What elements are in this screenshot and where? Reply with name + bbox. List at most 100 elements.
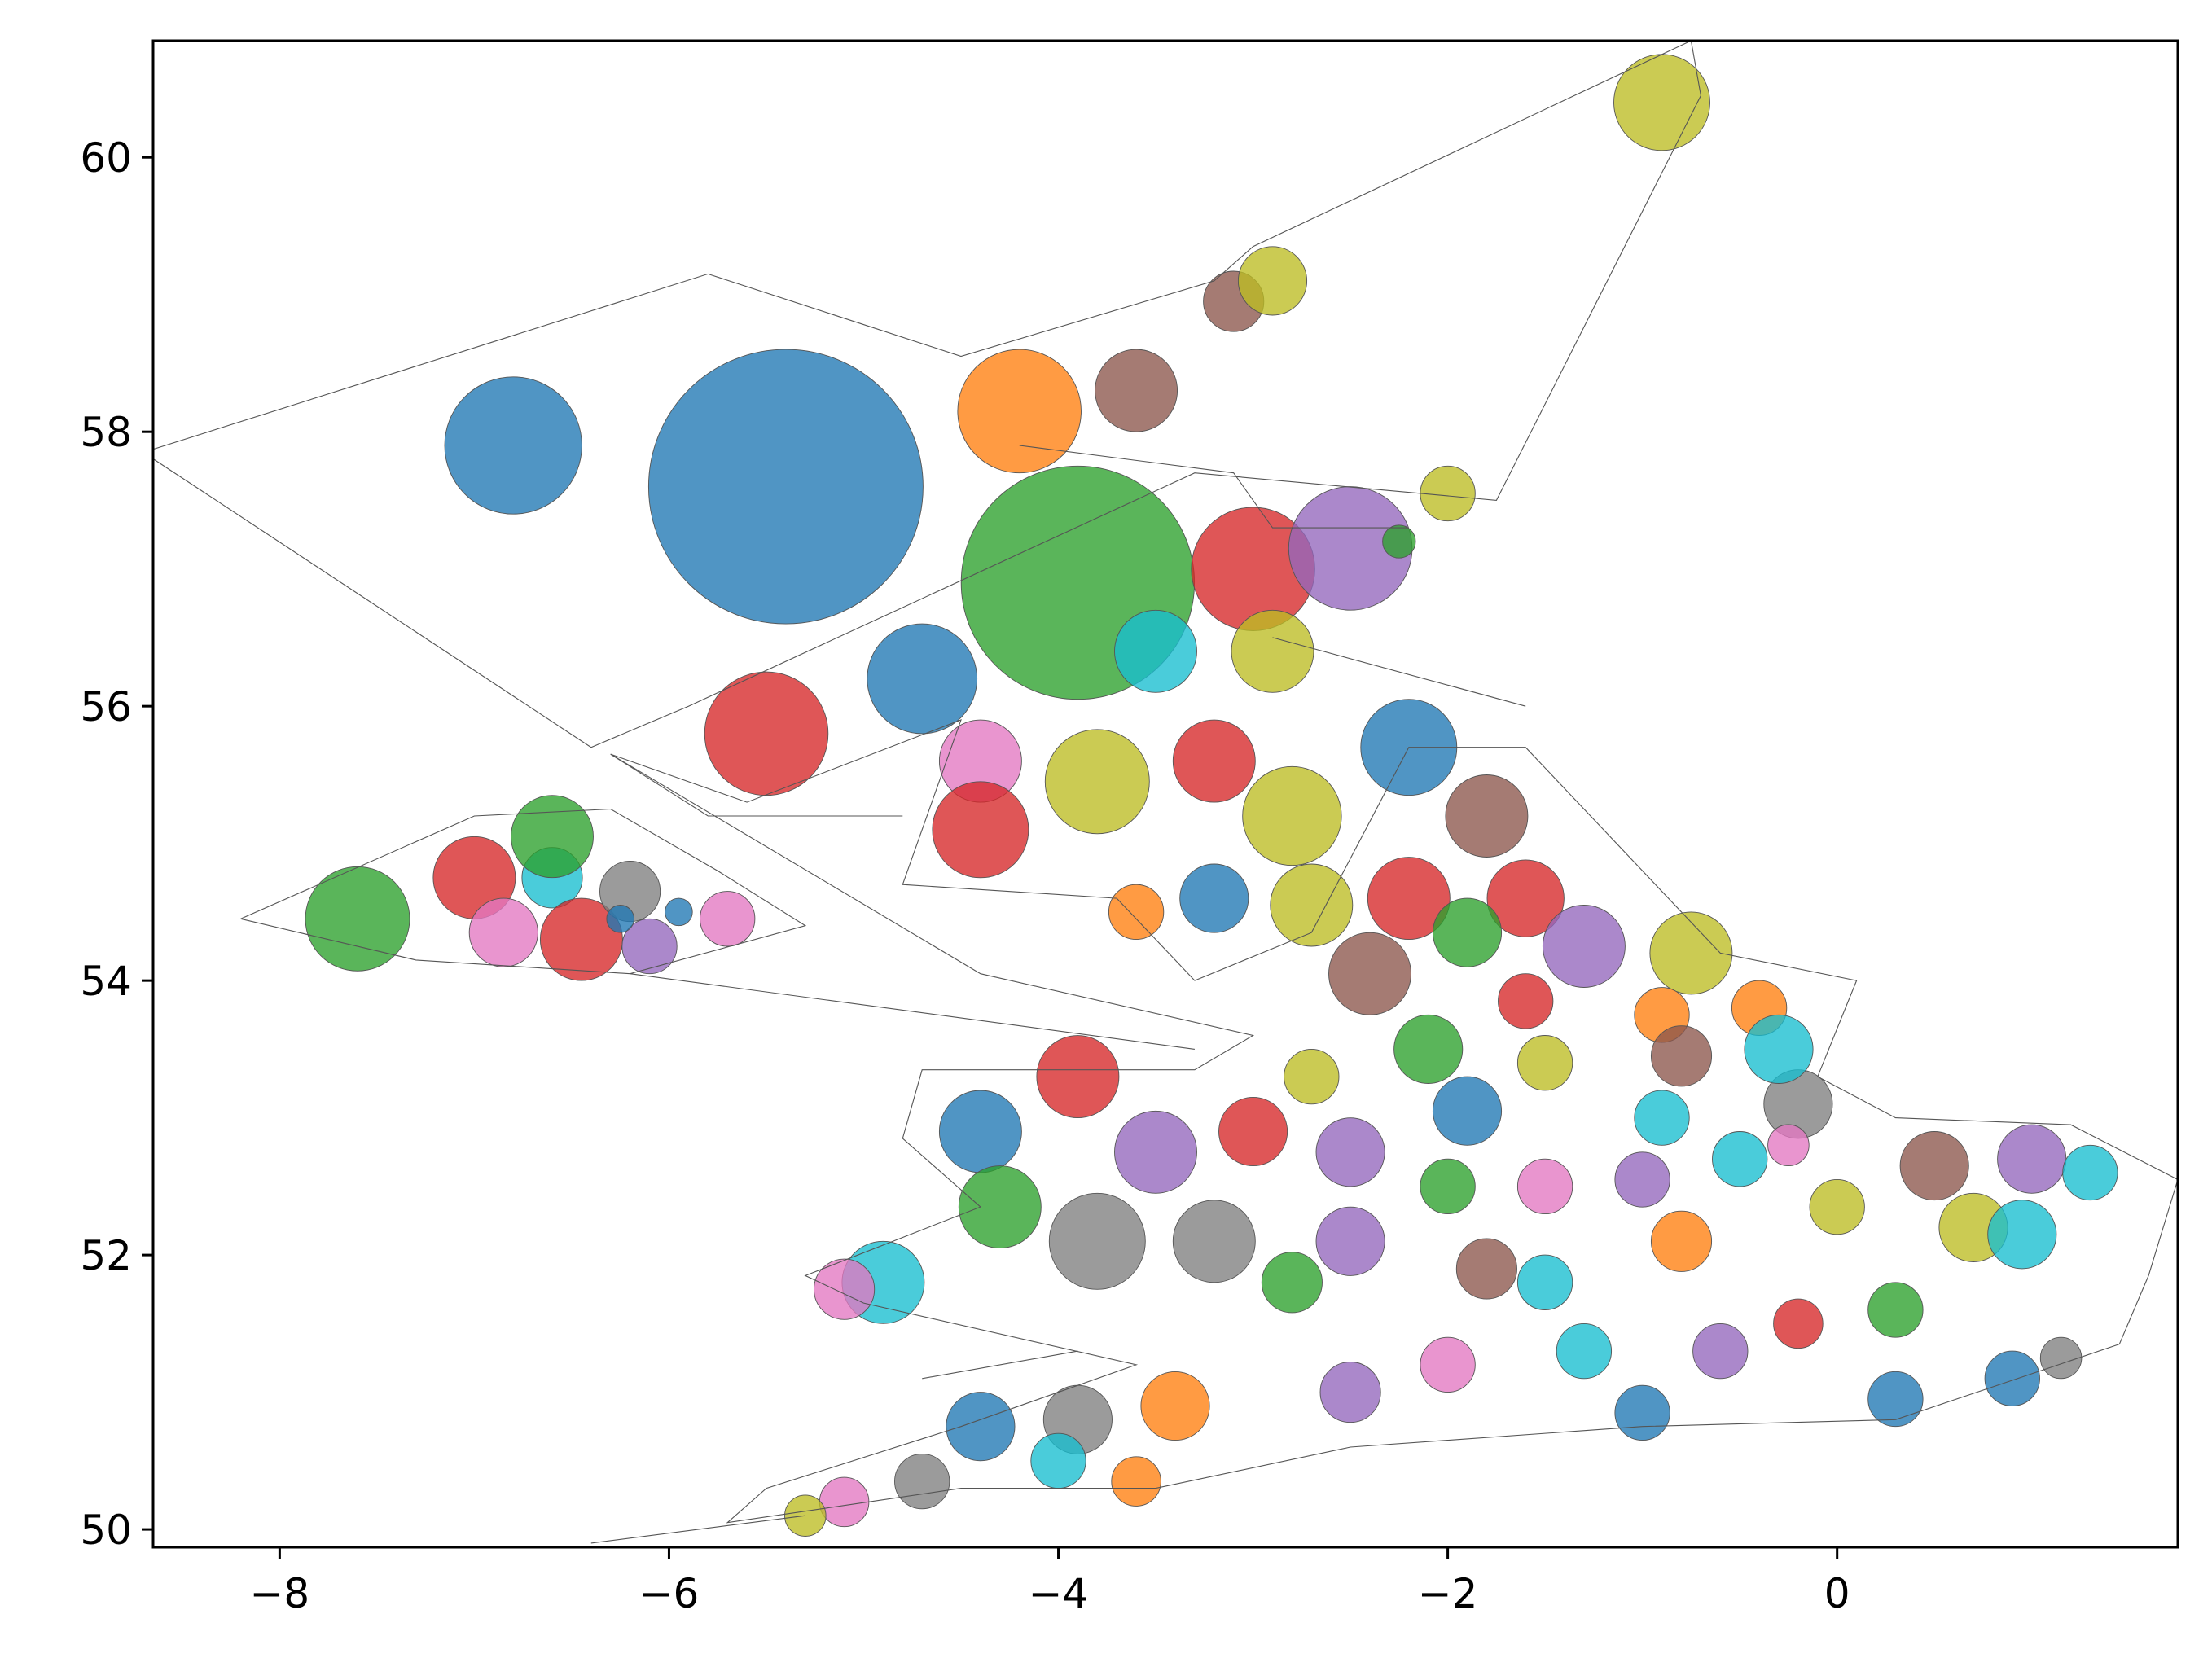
region-patch — [1486, 859, 1565, 937]
outlines-layer — [153, 41, 2178, 1544]
plot-area — [153, 41, 2178, 1544]
region-patch — [1140, 1371, 1210, 1441]
region-patch — [1382, 524, 1416, 559]
region-patch — [1284, 1048, 1340, 1105]
region-patch — [867, 623, 978, 735]
region-patch — [1516, 1158, 1573, 1215]
region-patch — [2039, 1336, 2083, 1380]
region-patch — [700, 891, 756, 947]
region-patch — [511, 795, 594, 879]
region-patch — [1420, 1158, 1476, 1215]
y-tick-label: 56 — [80, 683, 132, 730]
region-patch — [1261, 1252, 1323, 1314]
y-tick-label: 58 — [80, 409, 132, 456]
region-patch — [1315, 1206, 1385, 1276]
outline-line — [630, 973, 1195, 1050]
region-patch — [704, 671, 829, 796]
region-patch — [621, 918, 678, 975]
region-patch — [1172, 1200, 1256, 1283]
outline-line — [1272, 637, 1526, 707]
region-patch — [1432, 897, 1503, 967]
region-patch — [1270, 863, 1354, 947]
region-patch — [1048, 1192, 1146, 1290]
x-tick-label: −4 — [1029, 1570, 1089, 1617]
region-patch — [1315, 1117, 1385, 1187]
region-patch — [1108, 884, 1165, 941]
outline-line — [610, 753, 903, 817]
region-patch — [1650, 1025, 1713, 1087]
region-patch — [1867, 1371, 1924, 1428]
region-patch — [1634, 1090, 1690, 1146]
x-axis: −8 −6 −4 −2 0 — [250, 1547, 1850, 1617]
region-patch — [819, 1476, 870, 1528]
region-patch — [1445, 774, 1529, 858]
region-patch — [1809, 1178, 1865, 1235]
axes-frame — [151, 39, 2179, 1549]
region-patch — [606, 905, 634, 933]
region-patch — [1237, 246, 1308, 316]
region-patch — [1987, 1200, 2057, 1270]
y-tick-label: 52 — [80, 1232, 132, 1279]
region-patch — [1516, 1254, 1573, 1310]
region-patch — [1420, 465, 1476, 522]
y-tick-label: 60 — [80, 134, 132, 182]
region-patch — [1997, 1124, 2067, 1194]
region-patch — [1556, 1323, 1613, 1380]
region-patch — [1773, 1298, 1824, 1349]
region-patch — [1114, 1110, 1197, 1194]
regions-layer — [305, 54, 2118, 1537]
region-patch — [958, 1165, 1042, 1249]
region-patch — [894, 1453, 950, 1510]
outline-line — [590, 1515, 805, 1544]
region-patch — [1516, 1035, 1573, 1091]
region-patch — [1649, 911, 1733, 995]
region-patch — [1114, 609, 1197, 693]
region-patch — [665, 897, 693, 927]
region-patch — [946, 1392, 1016, 1462]
region-patch — [468, 897, 538, 967]
region-patch — [444, 376, 582, 515]
region-patch — [1614, 1151, 1670, 1208]
region-patch — [1030, 1432, 1086, 1489]
region-patch — [1542, 905, 1626, 988]
region-patch — [1328, 932, 1411, 1015]
outline-line — [240, 808, 807, 975]
region-patch — [1767, 1124, 1810, 1167]
region-patch — [1498, 973, 1554, 1029]
region-patch — [932, 781, 1029, 879]
x-tick-label: −2 — [1418, 1570, 1478, 1617]
region-patch — [1432, 1076, 1503, 1146]
y-axis: 50 52 54 56 58 60 — [80, 134, 153, 1554]
region-patch — [938, 1090, 1022, 1173]
region-patch — [1420, 1336, 1476, 1393]
region-patch — [1319, 1362, 1381, 1423]
region-patch — [1172, 719, 1256, 803]
region-patch — [1218, 1096, 1288, 1167]
region-patch — [1899, 1131, 1969, 1201]
region-patch — [1692, 1323, 1749, 1380]
region-patch — [1744, 1014, 1814, 1084]
region-patch — [1712, 1131, 1768, 1187]
region-patch — [2062, 1144, 2118, 1201]
outline-line — [1019, 445, 1409, 529]
x-tick-label: 0 — [1824, 1570, 1850, 1617]
region-patch — [1650, 1210, 1713, 1272]
outline-line — [922, 1350, 1078, 1380]
region-patch — [1111, 1456, 1161, 1507]
region-patch — [1044, 729, 1150, 835]
region-patch — [1095, 349, 1178, 432]
region-patch — [1984, 1350, 2040, 1406]
region-patch — [1231, 609, 1314, 693]
region-patch — [1179, 863, 1249, 933]
region-patch — [647, 349, 924, 625]
region-patch — [1613, 54, 1710, 151]
region-patch — [1393, 1014, 1464, 1084]
x-tick-label: −8 — [250, 1570, 310, 1617]
region-patch — [1867, 1282, 1924, 1338]
outline-line — [153, 41, 1701, 748]
outline-line — [610, 719, 2178, 1524]
region-patch — [1367, 857, 1451, 941]
region-patch — [814, 1258, 876, 1320]
x-tick-label: −6 — [639, 1570, 700, 1617]
